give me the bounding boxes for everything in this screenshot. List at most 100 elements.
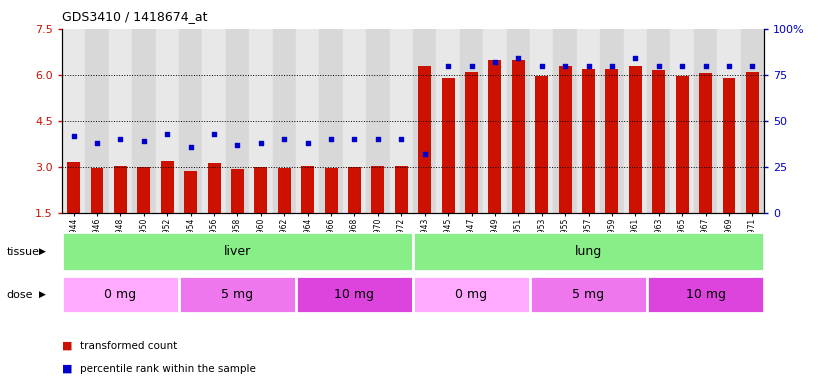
Bar <box>624 29 647 213</box>
Point <box>418 151 431 157</box>
Bar <box>202 29 225 213</box>
Bar <box>161 161 173 213</box>
Point <box>207 131 221 137</box>
Bar <box>155 29 179 213</box>
Bar <box>488 60 501 213</box>
Text: ▶: ▶ <box>39 247 45 256</box>
Text: ■: ■ <box>62 364 73 374</box>
Bar <box>278 168 291 213</box>
Bar <box>179 29 202 213</box>
Bar <box>629 66 642 213</box>
Bar <box>343 29 366 213</box>
Bar <box>717 29 741 213</box>
Bar <box>723 78 735 213</box>
Bar <box>535 76 548 213</box>
Point <box>160 131 173 137</box>
Bar <box>558 66 572 213</box>
Bar <box>653 70 665 213</box>
Bar <box>366 29 390 213</box>
Point <box>652 63 665 69</box>
Bar <box>249 29 273 213</box>
Bar <box>85 29 109 213</box>
Bar <box>647 276 764 313</box>
Bar <box>225 29 249 213</box>
Bar <box>442 78 454 213</box>
Point <box>67 132 80 139</box>
Point <box>676 63 689 69</box>
Bar <box>296 276 413 313</box>
Point <box>535 63 548 69</box>
Point <box>395 136 408 142</box>
Bar <box>109 29 132 213</box>
Point <box>511 55 525 61</box>
Bar <box>273 29 296 213</box>
Bar <box>746 72 759 213</box>
Bar <box>553 29 577 213</box>
Point <box>465 63 478 69</box>
Bar <box>62 232 413 271</box>
Text: 10 mg: 10 mg <box>686 288 725 301</box>
Bar <box>91 168 103 213</box>
Text: GDS3410 / 1418674_at: GDS3410 / 1418674_at <box>62 10 207 23</box>
Bar <box>465 72 478 213</box>
Bar <box>296 29 320 213</box>
Bar <box>530 276 647 313</box>
Bar <box>694 29 717 213</box>
Bar <box>418 66 431 213</box>
Text: lung: lung <box>575 245 602 258</box>
Point <box>441 63 454 69</box>
Text: tissue: tissue <box>7 247 40 257</box>
Bar <box>436 29 460 213</box>
Point <box>137 138 150 144</box>
Text: liver: liver <box>224 245 251 258</box>
Bar <box>320 29 343 213</box>
Bar <box>62 276 179 313</box>
Bar <box>325 168 338 213</box>
Bar <box>132 29 155 213</box>
Bar <box>184 171 197 213</box>
Text: 5 mg: 5 mg <box>221 288 254 301</box>
Bar <box>231 169 244 213</box>
Point <box>254 140 268 146</box>
Point <box>90 140 104 146</box>
Bar <box>506 29 530 213</box>
Bar <box>413 29 436 213</box>
Text: dose: dose <box>7 290 33 300</box>
Point <box>488 59 501 65</box>
Point <box>184 144 197 150</box>
Text: ▶: ▶ <box>39 290 45 299</box>
Bar <box>582 69 595 213</box>
Bar <box>483 29 506 213</box>
Bar <box>605 69 619 213</box>
Point <box>629 55 642 61</box>
Point <box>605 63 619 69</box>
Bar <box>413 232 764 271</box>
Bar <box>577 29 601 213</box>
Bar <box>741 29 764 213</box>
Point <box>230 142 244 148</box>
Bar <box>460 29 483 213</box>
Bar <box>254 167 268 213</box>
Text: ■: ■ <box>62 341 73 351</box>
Bar <box>699 73 712 213</box>
Bar <box>676 76 689 213</box>
Bar <box>348 167 361 213</box>
Text: 5 mg: 5 mg <box>572 288 605 301</box>
Bar <box>62 29 85 213</box>
Point <box>722 63 735 69</box>
Text: 10 mg: 10 mg <box>335 288 374 301</box>
Bar <box>647 29 671 213</box>
Bar <box>207 163 221 213</box>
Bar <box>114 166 127 213</box>
Bar <box>372 166 384 213</box>
Point <box>582 63 595 69</box>
Bar <box>179 276 296 313</box>
Point <box>372 136 385 142</box>
Text: transformed count: transformed count <box>80 341 178 351</box>
Text: 0 mg: 0 mg <box>455 288 487 301</box>
Point <box>746 63 759 69</box>
Bar <box>413 276 530 313</box>
Point <box>278 136 291 142</box>
Text: 0 mg: 0 mg <box>104 288 136 301</box>
Bar <box>671 29 694 213</box>
